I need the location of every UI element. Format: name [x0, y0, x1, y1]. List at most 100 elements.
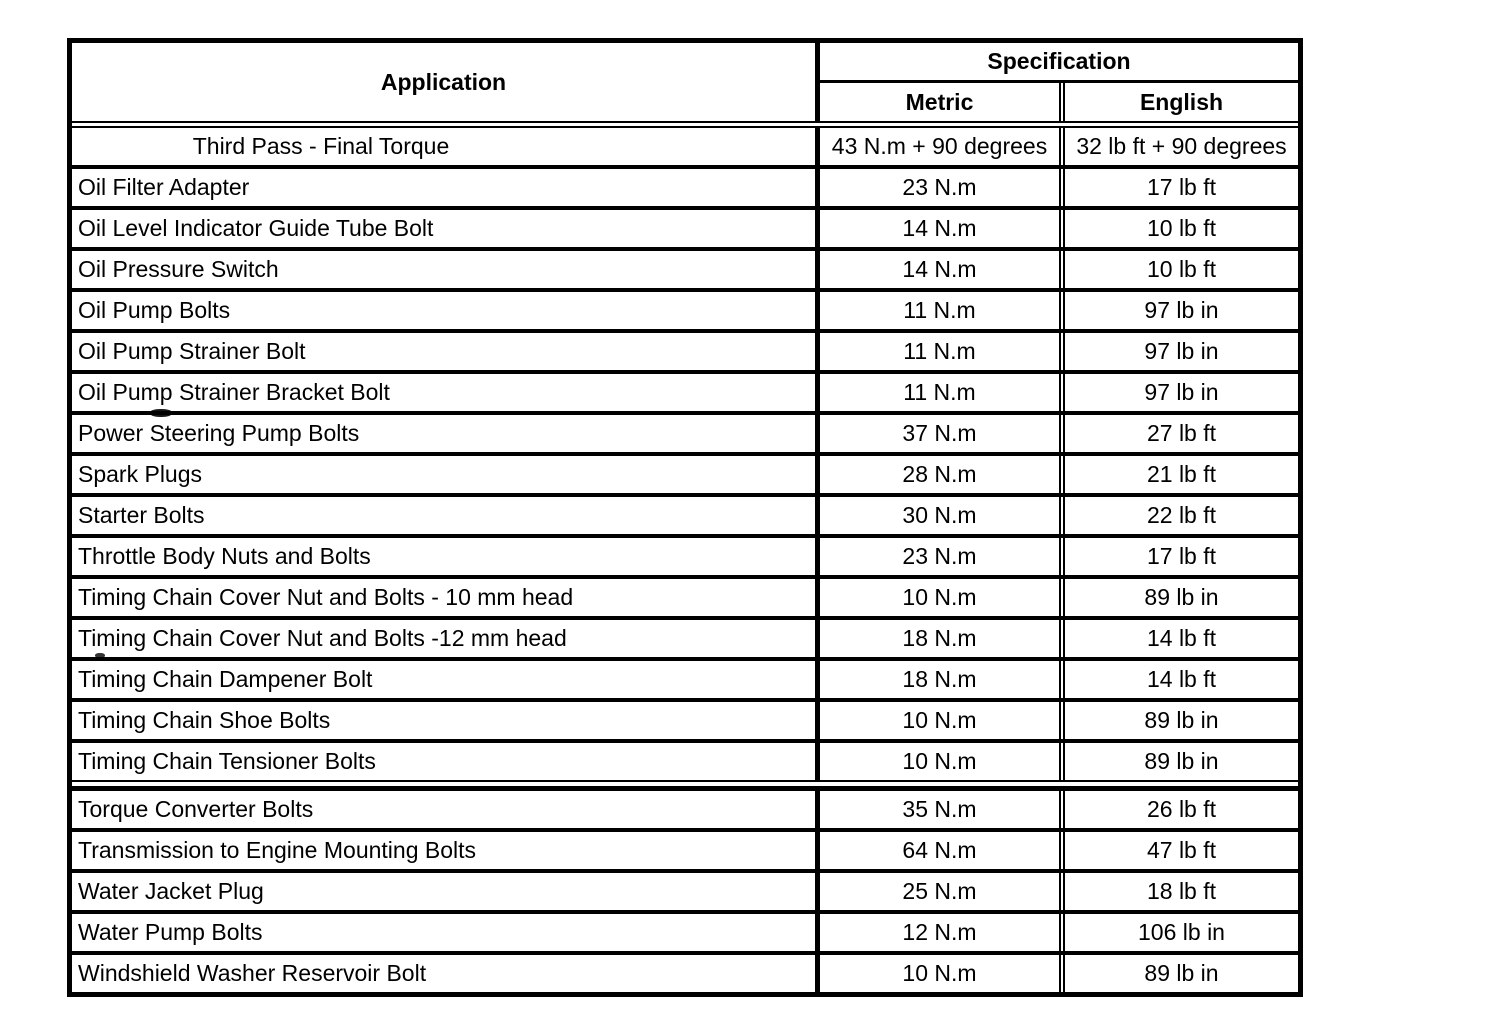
metric-cell: 14 N.m	[820, 210, 1065, 247]
application-cell: Oil Pump Strainer Bolt	[72, 333, 820, 370]
row-divider	[72, 739, 1298, 743]
metric-cell: 30 N.m	[820, 497, 1065, 534]
row-divider	[72, 493, 1298, 497]
torque-spec-table: Application Specification Metric English…	[67, 38, 1303, 997]
english-cell: 10 lb ft	[1146, 256, 1217, 282]
row-divider	[72, 370, 1298, 374]
english-cell: 106 lb in	[1138, 919, 1225, 945]
english-cell: 14 lb ft	[1146, 666, 1217, 692]
english-cell: 89 lb in	[1144, 707, 1219, 733]
table-row: Spark Plugs 28 N.m 21 lb ft	[72, 456, 1298, 493]
application-cell: Water Jacket Plug	[72, 873, 820, 910]
specification-subheader-row: Metric English	[820, 83, 1298, 121]
table-header: Application Specification Metric English	[72, 43, 1298, 121]
metric-cell: 12 N.m	[820, 914, 1065, 951]
row-divider	[72, 698, 1298, 702]
table-row: Transmission to Engine Mounting Bolts 64 …	[72, 832, 1298, 869]
metric-cell: 28 N.m	[820, 456, 1065, 493]
metric-cell: 64 N.m	[820, 832, 1065, 869]
metric-header-cell: Metric	[820, 83, 1065, 121]
metric-cell: 10 N.m	[820, 955, 1065, 992]
table-row: Oil Filter Adapter 23 N.m 17 lb ft	[72, 169, 1298, 206]
row-divider	[72, 329, 1298, 333]
application-cell: Timing Chain Cover Nut and Bolts -12 mm …	[72, 620, 820, 657]
row-divider	[72, 534, 1298, 538]
table-row: Oil Pump Bolts 11 N.m 97 lb in	[72, 292, 1298, 329]
header-body-divider	[72, 121, 1298, 128]
english-cell: 27 lb ft	[1146, 420, 1217, 446]
application-cell: Timing Chain Cover Nut and Bolts - 10 mm…	[72, 579, 820, 616]
english-cell: 14 lb ft	[1146, 625, 1217, 651]
application-cell: Oil Pressure Switch	[72, 251, 820, 288]
metric-cell: 10 N.m	[820, 702, 1065, 739]
metric-cell: 23 N.m	[820, 169, 1065, 206]
table-row: Timing Chain Tensioner Bolts 10 N.m 89 lb …	[72, 743, 1298, 780]
row-divider	[72, 452, 1298, 456]
table-row: Oil Pump Strainer Bolt 11 N.m 97 lb in	[72, 333, 1298, 370]
table-body: Third Pass - Final Torque 43 N.m + 90 deg…	[72, 128, 1298, 992]
scan-smudge-artifact	[150, 409, 172, 417]
metric-cell: 35 N.m	[820, 791, 1065, 828]
specification-header-cell: Specification	[820, 43, 1298, 83]
section-break-thin-line	[72, 780, 1298, 786]
table-row: Windshield Washer Reservoir Bolt 10 N.m 89…	[72, 955, 1298, 992]
section-break-thick-line	[72, 786, 1298, 791]
english-cell: 26 lb ft	[1146, 796, 1217, 822]
english-cell: 17 lb ft	[1146, 174, 1217, 200]
english-cell: 97 lb in	[1144, 379, 1219, 405]
metric-cell: 11 N.m	[820, 374, 1065, 411]
english-cell: 97 lb in	[1144, 297, 1219, 323]
table-row: Oil Pressure Switch 14 N.m 10 lb ft	[72, 251, 1298, 288]
application-cell: Transmission to Engine Mounting Bolts	[72, 832, 820, 869]
application-cell: Spark Plugs	[72, 456, 820, 493]
metric-cell: 25 N.m	[820, 873, 1065, 910]
scan-smudge-artifact	[95, 653, 105, 658]
table-row: Power Steering Pump Bolts 37 N.m 27 lb ft	[72, 415, 1298, 452]
metric-cell: 18 N.m	[820, 620, 1065, 657]
metric-cell: 18 N.m	[820, 661, 1065, 698]
metric-cell: 14 N.m	[820, 251, 1065, 288]
row-divider	[72, 657, 1298, 661]
table-row: Throttle Body Nuts and Bolts 23 N.m 17 lb …	[72, 538, 1298, 575]
metric-cell: 11 N.m	[820, 292, 1065, 329]
english-cell: 21 lb ft	[1146, 461, 1217, 487]
english-cell: 10 lb ft	[1146, 215, 1217, 241]
table-row: Oil Level Indicator Guide Tube Bolt 14 N.…	[72, 210, 1298, 247]
row-divider	[72, 247, 1298, 251]
application-cell: Oil Filter Adapter	[72, 169, 820, 206]
english-cell: 17 lb ft	[1146, 543, 1217, 569]
application-cell: Water Pump Bolts	[72, 914, 820, 951]
metric-cell: 37 N.m	[820, 415, 1065, 452]
row-divider	[72, 165, 1298, 169]
application-cell: Oil Pump Bolts	[72, 292, 820, 329]
application-cell: Timing Chain Tensioner Bolts	[72, 743, 820, 780]
table-row: Water Pump Bolts 12 N.m 106 lb in	[72, 914, 1298, 951]
english-cell: 18 lb ft	[1146, 878, 1217, 904]
application-cell: Oil Level Indicator Guide Tube Bolt	[72, 210, 820, 247]
english-cell: 22 lb ft	[1146, 502, 1217, 528]
metric-cell: 11 N.m	[820, 333, 1065, 370]
english-cell: 89 lb in	[1144, 748, 1219, 774]
english-cell: 97 lb in	[1144, 338, 1219, 364]
row-divider	[72, 288, 1298, 292]
row-divider	[72, 910, 1298, 914]
application-cell: Windshield Washer Reservoir Bolt	[72, 955, 820, 992]
table-row: Timing Chain Cover Nut and Bolts -12 mm …	[72, 620, 1298, 657]
row-divider	[72, 951, 1298, 955]
application-cell: Torque Converter Bolts	[72, 791, 820, 828]
table-row: Timing Chain Cover Nut and Bolts - 10 mm…	[72, 579, 1298, 616]
english-header-cell: English	[1139, 89, 1224, 115]
table-row: Torque Converter Bolts 35 N.m 26 lb ft	[72, 791, 1298, 828]
metric-cell: 23 N.m	[820, 538, 1065, 575]
specification-header-group: Specification Metric English	[820, 43, 1298, 121]
table-row: Oil Pump Strainer Bracket Bolt 11 N.m 97 l…	[72, 374, 1298, 411]
row-divider	[72, 869, 1298, 873]
row-divider	[72, 616, 1298, 620]
application-cell: Timing Chain Dampener Bolt	[72, 661, 820, 698]
table-row: Third Pass - Final Torque 43 N.m + 90 deg…	[72, 128, 1298, 165]
row-divider	[72, 411, 1298, 415]
application-cell: Power Steering Pump Bolts	[72, 415, 820, 452]
application-cell: Throttle Body Nuts and Bolts	[72, 538, 820, 575]
application-cell: Third Pass - Final Torque	[72, 128, 820, 165]
